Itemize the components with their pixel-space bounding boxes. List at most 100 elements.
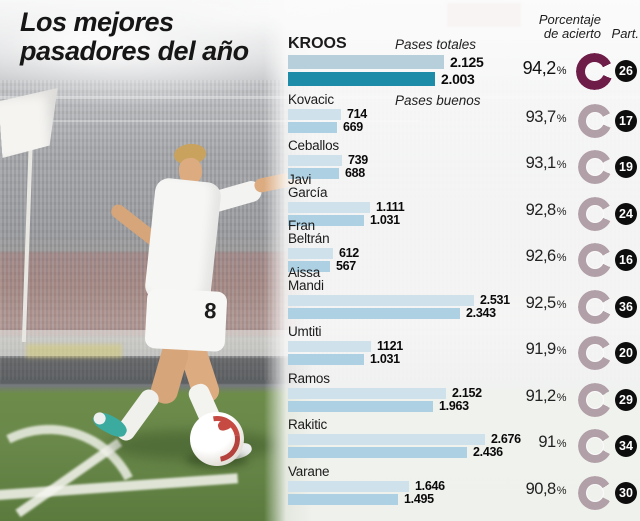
accuracy-donut	[578, 429, 612, 463]
player-name: Ceballos	[288, 138, 339, 153]
accuracy-donut	[576, 53, 613, 90]
good-passes-bar	[288, 121, 337, 133]
good-passes-bar	[288, 261, 330, 272]
player-row-varane: Varane 1.646 1.495 90,8% 30	[285, 460, 640, 510]
total-passes-bar	[288, 55, 444, 69]
participation-badge: 24	[615, 202, 637, 225]
total-passes-bar	[288, 387, 446, 399]
accuracy-percentage: 92,8%	[525, 200, 567, 219]
accuracy-donut	[578, 475, 612, 510]
player-row-ramos: Ramos 2.152 1.963 91,2% 29	[285, 367, 640, 417]
accuracy-donut	[578, 150, 612, 184]
bars-block: Kovacic 714 669	[288, 91, 367, 133]
player-number: 8	[203, 297, 218, 324]
accuracy-donut	[578, 103, 612, 138]
good-passes-value: 1.031	[370, 352, 400, 366]
total-passes-bar	[288, 341, 371, 352]
bars-block: Ramos 2.152 1.963	[288, 370, 482, 413]
accuracy-percentage: 91,2%	[525, 386, 567, 405]
good-passes-value: 1.031	[370, 212, 400, 227]
total-passes-bar	[288, 248, 333, 259]
total-passes-bar	[288, 155, 342, 166]
bars-block: Varane 1.646 1.495	[288, 463, 445, 505]
good-passes-value: 2.436	[473, 445, 503, 459]
accuracy-percentage: 92,6%	[525, 247, 567, 265]
good-passes-value: 2.003	[441, 70, 475, 87]
bars-block: Ceballos 739 688	[288, 139, 368, 179]
participation-badge: 36	[615, 295, 637, 318]
total-passes-value: 1.646	[415, 478, 445, 493]
player-name: Varane	[288, 463, 330, 479]
total-passes-value: 2.152	[452, 385, 482, 400]
accuracy-percentage: 94,2%	[522, 58, 567, 78]
football	[190, 412, 244, 466]
total-passes-bar	[288, 480, 409, 492]
player-name: Ramos	[288, 370, 330, 386]
good-passes-value: 1.963	[439, 398, 469, 413]
good-passes-value: 688	[345, 166, 365, 180]
player-name: Kovacic	[288, 91, 334, 107]
accuracy-donut	[578, 336, 612, 370]
participation-badge: 29	[615, 388, 637, 411]
good-passes-bar	[288, 354, 364, 365]
total-passes-bar	[288, 201, 370, 213]
stand-railing	[0, 120, 420, 122]
player-rows: Pases totales Pases buenos KROOS 2.125 2.0…	[285, 34, 640, 510]
good-passes-label: Pases buenos	[395, 93, 481, 108]
total-passes-value: 739	[348, 153, 368, 167]
bars-block: KROOS 2.125 2.003	[288, 36, 484, 86]
sideline-staff	[26, 344, 122, 358]
player-left-boot	[90, 408, 130, 441]
participation-badge: 19	[615, 156, 637, 178]
accuracy-percentage: 90,8%	[525, 479, 567, 498]
bars-block: Fran Beltrán 612 567	[288, 219, 359, 272]
corner-flag	[0, 88, 90, 358]
accuracy-percentage: 91%	[538, 433, 566, 451]
total-passes-value: 2.531	[480, 292, 510, 307]
total-passes-value: 714	[347, 106, 367, 121]
player-row-umtiti: Umtiti 1121 1.031 91,9% 20	[285, 321, 640, 370]
participation-badge: 16	[615, 249, 637, 271]
good-passes-bar	[288, 493, 398, 505]
chart-panel: Porcentaje de acierto Part. Pases totale…	[285, 0, 640, 521]
player-row-rakitic: Rakitic 2.676 2.436 91% 34	[285, 414, 640, 463]
player-name: Fran Beltrán	[288, 218, 330, 246]
accuracy-donut	[578, 243, 612, 277]
good-passes-bar	[288, 72, 435, 86]
player-row-kovacic: Kovacic 714 669 93,7% 17	[285, 88, 640, 138]
total-passes-value: 1.111	[376, 199, 405, 214]
accuracy-percentage: 92,5%	[525, 293, 567, 312]
accuracy-donut	[578, 382, 612, 417]
good-passes-bar	[288, 214, 364, 226]
player-name: Javi García	[288, 171, 328, 200]
total-passes-bar	[288, 434, 485, 445]
bars-block: Rakitic 2.676 2.436	[288, 418, 521, 458]
total-passes-bar	[288, 294, 474, 306]
player-jersey	[143, 176, 223, 306]
accuracy-donut	[578, 289, 612, 324]
total-passes-value: 1121	[377, 339, 403, 353]
player-name: Rakitic	[288, 417, 328, 432]
participation-badge: 26	[615, 60, 637, 82]
player-name: Umtiti	[288, 324, 322, 339]
player-row-fran-beltr-n: Fran Beltrán 612 567 92,6% 16	[285, 219, 640, 277]
accuracy-header: Porcentaje de acierto	[538, 12, 601, 42]
participation-badge: 34	[615, 435, 637, 457]
total-passes-label: Pases totales	[395, 37, 477, 52]
accuracy-percentage: 93,7%	[525, 107, 567, 126]
player-row-javi-garc-a: Javi García 1.111 1.031 92,8% 24	[285, 172, 640, 231]
good-passes-bar	[288, 307, 460, 319]
participation-badge: 20	[615, 342, 637, 364]
player-row-kroos: KROOS 2.125 2.003 94,2% 26	[285, 34, 640, 90]
total-passes-value: 2.676	[491, 432, 521, 446]
player-shorts: 8	[144, 287, 228, 353]
total-passes-bar	[288, 108, 341, 120]
bars-block: Umtiti 1121 1.031	[288, 325, 403, 365]
participation-badge: 30	[615, 481, 637, 504]
accuracy-donut	[578, 196, 612, 231]
good-passes-bar	[288, 400, 433, 412]
player-name: Aissa Mandi	[288, 264, 324, 293]
good-passes-value: 567	[336, 259, 356, 273]
bars-block: Aissa Mandi 2.531 2.343	[288, 264, 510, 319]
